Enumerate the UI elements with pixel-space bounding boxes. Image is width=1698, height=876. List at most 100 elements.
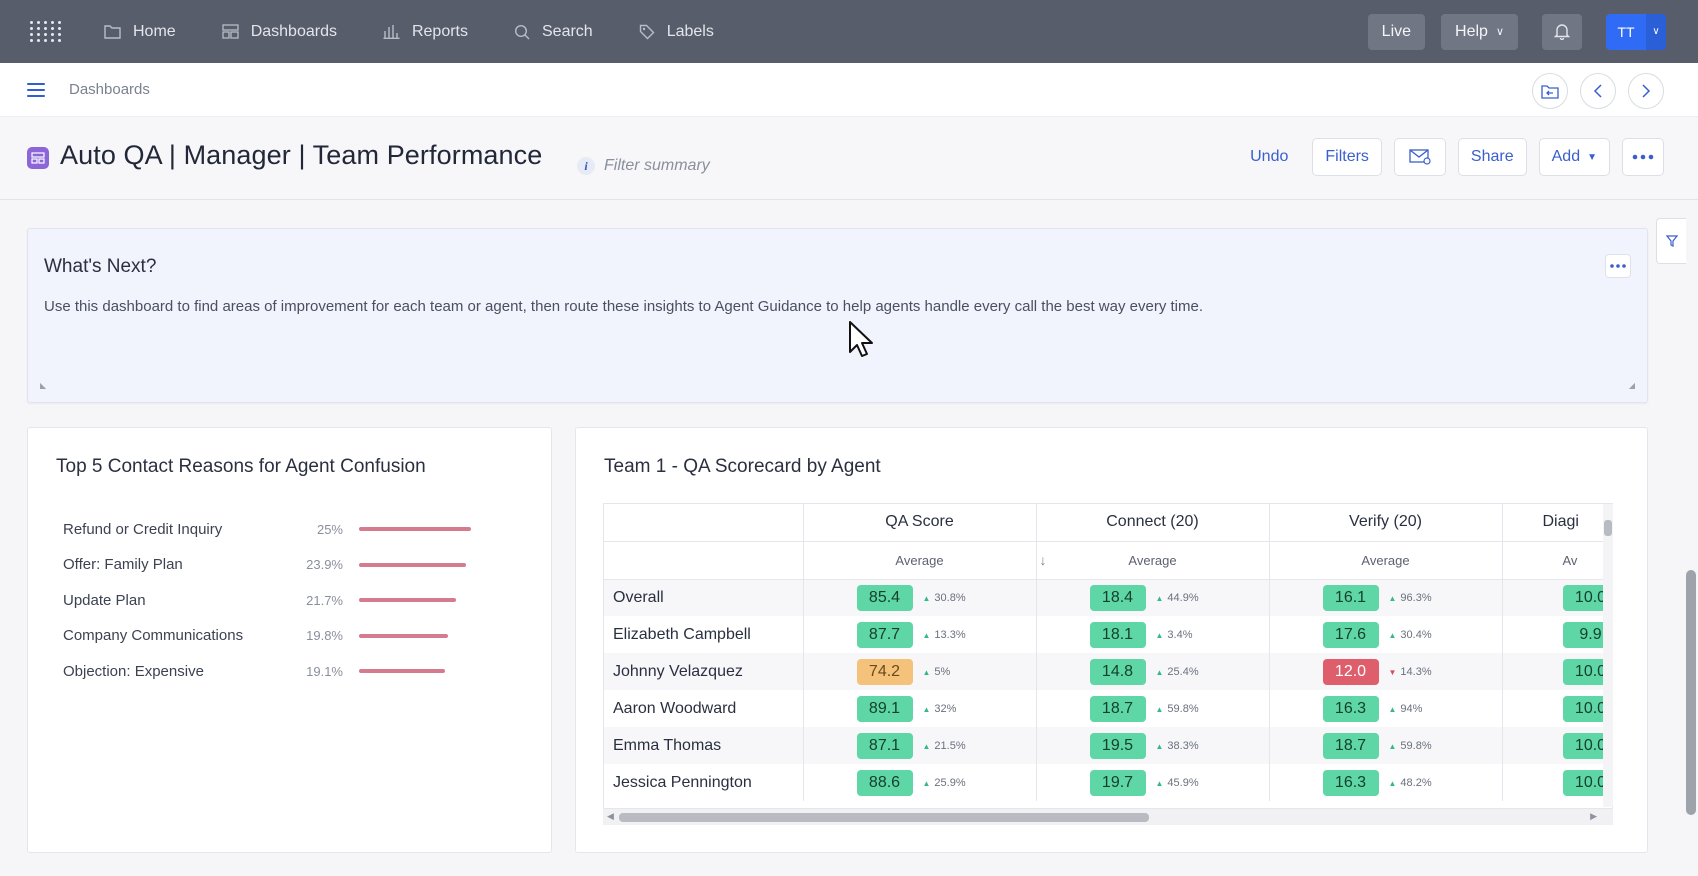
score-cell[interactable]: 10.0 (1502, 727, 1612, 764)
score-cell[interactable]: 16.1 ▲ 96.3% (1269, 579, 1503, 616)
app-logo-icon[interactable] (24, 17, 68, 47)
score-cell[interactable]: 19.7 ▲ 45.9% (1036, 764, 1270, 801)
score-cell[interactable]: 85.4 ▲ 30.8% (803, 579, 1037, 616)
page-scrollbar[interactable] (1682, 200, 1698, 876)
notifications-button[interactable] (1542, 13, 1582, 50)
subheader[interactable]: Average (803, 541, 1037, 580)
score-pill[interactable]: 19.5 (1089, 732, 1146, 759)
reason-row[interactable]: Refund or Credit Inquiry 25% (63, 511, 523, 547)
nav-reports[interactable]: Reports (383, 23, 468, 41)
score-pill[interactable]: 16.1 (1322, 584, 1379, 611)
score-cell[interactable]: 18.4 ▲ 44.9% (1036, 579, 1270, 616)
subheader[interactable]: ↓ Average (1036, 541, 1270, 580)
score-cell[interactable]: 10.0 (1502, 579, 1612, 616)
score-cell[interactable]: 74.2 ▲ 5% (803, 653, 1037, 690)
subheader[interactable]: Average (1269, 541, 1503, 580)
agent-name[interactable]: Elizabeth Campbell (604, 616, 804, 653)
score-cell[interactable]: 10.0 (1502, 690, 1612, 727)
help-button[interactable]: Help ∨ (1441, 13, 1518, 50)
agent-name[interactable]: Overall (604, 579, 804, 616)
score-cell[interactable]: 89.1 ▲ 32% (803, 690, 1037, 727)
agent-name[interactable]: Emma Thomas (604, 727, 804, 764)
resize-handle-icon[interactable]: ◣ (40, 381, 47, 390)
score-cell[interactable]: 88.6 ▲ 25.9% (803, 764, 1037, 801)
agent-name[interactable]: Jessica Pennington (604, 764, 804, 801)
score-pill[interactable]: 14.8 (1089, 658, 1146, 685)
filter-summary-link[interactable]: Filter summary (604, 157, 710, 174)
score-pill[interactable]: 87.7 (856, 621, 913, 648)
breadcrumb[interactable]: Dashboards (69, 81, 150, 98)
score-cell[interactable]: 10.0 (1502, 653, 1612, 690)
score-pill[interactable]: 16.3 (1322, 695, 1379, 722)
share-button[interactable]: Share (1457, 138, 1527, 176)
table-row[interactable]: Elizabeth Campbell 87.7 ▲ 13.3% 18.1 ▲ 3.4% 17.… (604, 616, 1612, 653)
score-pill[interactable]: 18.7 (1089, 695, 1146, 722)
grid-vertical-scrollbar-thumb[interactable] (1604, 520, 1612, 536)
previous-button[interactable] (1580, 73, 1616, 109)
nav-labels[interactable]: Labels (639, 23, 714, 41)
reason-row[interactable]: Objection: Expensive 19.1% (63, 653, 523, 689)
next-button[interactable] (1628, 73, 1664, 109)
reason-bar[interactable] (359, 633, 448, 638)
score-cell[interactable]: 9.9 (1502, 616, 1612, 653)
column-header[interactable]: Diagi (1502, 504, 1612, 542)
reason-row[interactable]: Company Communications 19.8% (63, 618, 523, 654)
score-pill[interactable]: 12.0 (1322, 658, 1379, 685)
score-pill[interactable]: 18.7 (1322, 732, 1379, 759)
score-cell[interactable]: 10.0 (1502, 764, 1612, 801)
column-header[interactable]: Verify (20) (1269, 504, 1503, 542)
undo-button[interactable]: Undo (1250, 148, 1289, 165)
info-icon[interactable]: i (577, 157, 595, 175)
grid-horizontal-scrollbar[interactable]: ◀ ▶ (603, 808, 1613, 825)
grid-horizontal-scrollbar-thumb[interactable] (619, 813, 1149, 822)
table-row[interactable]: Overall 85.4 ▲ 30.8% 18.4 ▲ 44.9% 16.1 ▲ 96.3% 10.… (604, 579, 1612, 616)
score-pill[interactable]: 18.1 (1089, 621, 1146, 648)
score-cell[interactable]: 19.5 ▲ 38.3% (1036, 727, 1270, 764)
panel-more-button[interactable] (1605, 254, 1631, 278)
score-pill[interactable]: 88.6 (856, 769, 913, 796)
reason-row[interactable]: Offer: Family Plan 23.9% (63, 547, 523, 583)
grid-vertical-scrollbar[interactable] (1603, 504, 1613, 807)
score-cell[interactable]: 16.3 ▲ 48.2% (1269, 764, 1503, 801)
page-scrollbar-thumb[interactable] (1686, 570, 1696, 815)
score-cell[interactable]: 18.7 ▲ 59.8% (1269, 727, 1503, 764)
score-pill[interactable]: 74.2 (856, 658, 913, 685)
more-options-button[interactable] (1622, 138, 1664, 176)
table-row[interactable]: Aaron Woodward 89.1 ▲ 32% 18.7 ▲ 59.8% 16.3 ▲ 94%… (604, 690, 1612, 727)
reason-bar[interactable] (359, 527, 471, 531)
score-pill[interactable]: 17.6 (1322, 621, 1379, 648)
reason-bar[interactable] (359, 562, 466, 567)
user-menu[interactable]: TT ∨ (1606, 13, 1666, 50)
filter-panel-toggle[interactable] (1656, 218, 1686, 264)
scroll-left-icon[interactable]: ◀ (607, 811, 614, 821)
score-pill[interactable]: 89.1 (856, 695, 913, 722)
nav-search[interactable]: Search (514, 23, 593, 41)
score-pill[interactable]: 19.7 (1089, 769, 1146, 796)
score-cell[interactable]: 18.1 ▲ 3.4% (1036, 616, 1270, 653)
column-header[interactable]: Connect (20) (1036, 504, 1270, 542)
add-button[interactable]: Add ▼ (1538, 138, 1610, 176)
live-button[interactable]: Live (1367, 13, 1426, 50)
nav-dashboards[interactable]: Dashboards (222, 23, 337, 41)
score-cell[interactable]: 14.8 ▲ 25.4% (1036, 653, 1270, 690)
table-row[interactable]: Jessica Pennington 88.6 ▲ 25.9% 19.7 ▲ 45.9% 16… (604, 764, 1612, 801)
avatar[interactable]: TT (1606, 13, 1646, 50)
resize-handle-icon[interactable]: ◢ (1628, 381, 1635, 390)
sort-descending-icon[interactable]: ↓ (1039, 551, 1047, 568)
menu-icon[interactable] (27, 82, 45, 97)
score-cell[interactable]: 18.7 ▲ 59.8% (1036, 690, 1270, 727)
agent-name[interactable]: Aaron Woodward (604, 690, 804, 727)
score-pill[interactable]: 16.3 (1322, 769, 1379, 796)
column-header[interactable]: QA Score (803, 504, 1037, 542)
score-cell[interactable]: 17.6 ▲ 30.4% (1269, 616, 1503, 653)
scroll-right-icon[interactable]: ▶ (1590, 811, 1597, 821)
score-pill[interactable]: 87.1 (856, 732, 913, 759)
move-to-folder-button[interactable] (1532, 73, 1568, 109)
filters-button[interactable]: Filters (1312, 138, 1382, 176)
reason-row[interactable]: Update Plan 21.7% (63, 582, 523, 618)
reason-bar[interactable] (359, 669, 445, 673)
subheader[interactable]: Av (1502, 541, 1612, 580)
chevron-down-icon[interactable]: ∨ (1646, 13, 1666, 50)
email-schedule-button[interactable] (1393, 138, 1446, 176)
score-pill[interactable]: 18.4 (1089, 584, 1146, 611)
